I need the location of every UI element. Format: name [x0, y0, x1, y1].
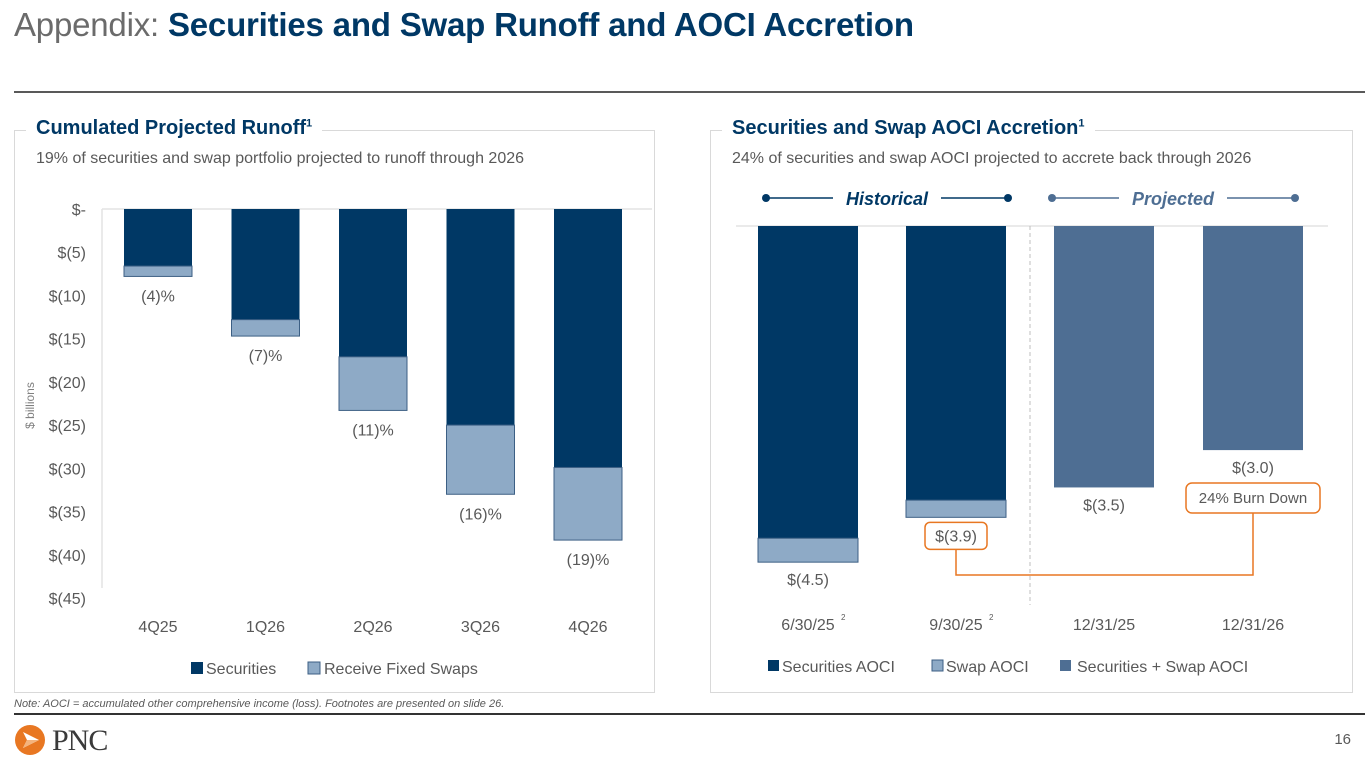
- legend-label-swaps: Receive Fixed Swaps: [324, 661, 478, 678]
- aoci-title-text: Securities and Swap AOCI Accretion: [732, 117, 1079, 139]
- x-tick-label: 9/30/25: [929, 617, 982, 634]
- pnc-logo: PNC: [14, 724, 108, 758]
- data-label: $(3.0): [1232, 460, 1274, 477]
- legend-label-securities: Securities: [206, 661, 276, 678]
- period-label-projected: Projected: [1132, 189, 1215, 209]
- pnc-triangle-icon: [15, 725, 45, 755]
- page-title: Appendix: Securities and Swap Runoff and…: [14, 6, 914, 44]
- runoff-chart: $- $(5) $(10) $(15) $(20) $(25) $(30) $(35) $(40…: [23, 202, 652, 678]
- title-divider: [14, 91, 1365, 93]
- bar-combined-aoci: [1203, 226, 1303, 451]
- footnote-note: Note: AOCI = accumulated other comprehen…: [14, 698, 505, 710]
- data-label-highlight-box: [924, 521, 988, 551]
- x-tick-label: 3Q26: [461, 619, 500, 636]
- x-tick-label: 12/31/25: [1073, 617, 1135, 634]
- y-tick-label: $(20): [49, 375, 86, 392]
- runoff-panel-title: Cumulated Projected Runoff1: [26, 117, 323, 140]
- bar-swaps: [338, 356, 408, 411]
- data-label: (16)%: [459, 506, 502, 523]
- x-tick-label: 2Q26: [353, 619, 392, 636]
- x-tick-label: 1Q26: [246, 619, 285, 636]
- data-label: (7)%: [249, 348, 283, 365]
- x-tick-footnote: 2: [989, 613, 994, 622]
- aoci-subtitle: 24% of securities and swap AOCI projecte…: [732, 150, 1252, 167]
- burn-down-connector: [955, 513, 1254, 576]
- title-prefix: Appendix:: [14, 6, 168, 43]
- x-tick-label: 4Q25: [138, 619, 177, 636]
- bar-swaps: [123, 265, 193, 277]
- y-tick-label: $(40): [49, 548, 86, 565]
- legend-swatch-securities-aoci: [768, 660, 779, 671]
- legend-label-swap-aoci: Swap AOCI: [946, 659, 1029, 676]
- bar-combined-aoci: [1054, 226, 1154, 488]
- page-number: 16: [1334, 731, 1351, 748]
- y-tick-label: $(5): [58, 245, 86, 262]
- bar-securities: [339, 209, 407, 357]
- bar-securities: [446, 209, 515, 426]
- legend-label-combined-aoci: Securities + Swap AOCI: [1077, 659, 1248, 676]
- runoff-subtitle: 19% of securities and swap portfolio pro…: [36, 150, 525, 167]
- aoci-chart: Historical Projected $(4.5) 6/30/25 2 $(3.9) 9…: [736, 189, 1328, 676]
- runoff-title-footnote: 1: [306, 117, 313, 130]
- data-label: $(3.5): [1083, 497, 1125, 514]
- x-tick-footnote: 2: [841, 613, 846, 622]
- data-label: $(4.5): [787, 572, 829, 589]
- aoci-title-footnote: 1: [1078, 117, 1085, 130]
- data-label: (11)%: [352, 422, 394, 439]
- bar-swaps: [231, 319, 300, 337]
- x-tick-label: 4Q26: [568, 619, 607, 636]
- legend-swatch-combined-aoci: [1060, 660, 1071, 671]
- bar-securities-aoci: [758, 226, 858, 539]
- y-tick-label: $(25): [49, 418, 86, 435]
- y-tick-label: $(15): [49, 332, 86, 349]
- footer-divider: [14, 713, 1365, 715]
- bar-securities-aoci: [906, 226, 1006, 501]
- y-tick-label: $(10): [49, 288, 86, 305]
- runoff-title-text: Cumulated Projected Runoff: [36, 117, 307, 139]
- y-tick-label: $(35): [49, 505, 86, 522]
- runoff-panel: [14, 130, 655, 693]
- data-label: (19)%: [567, 552, 610, 569]
- legend-swatch-securities: [191, 662, 203, 674]
- bar-swaps: [446, 424, 515, 495]
- y-tick-label: $(30): [49, 461, 86, 478]
- period-dot: [1048, 194, 1056, 202]
- bar-swap-aoci: [757, 537, 859, 563]
- y-axis-label: $ billions: [23, 382, 37, 429]
- data-label: $(3.9): [935, 528, 977, 545]
- legend-swatch-swaps: [307, 661, 321, 675]
- period-dot: [1004, 194, 1012, 202]
- period-dot: [762, 194, 770, 202]
- burn-down-label: 24% Burn Down: [1199, 490, 1307, 507]
- legend-swatch-swap-aoci: [931, 659, 944, 672]
- title-main: Securities and Swap Runoff and AOCI Accr…: [167, 6, 914, 43]
- aoci-panel-title: Securities and Swap AOCI Accretion1: [722, 117, 1095, 140]
- bar-securities: [124, 209, 192, 267]
- bar-securities: [554, 209, 622, 468]
- bar-securities: [231, 209, 300, 320]
- bar-swaps: [553, 466, 623, 541]
- bar-swap-aoci: [905, 499, 1007, 518]
- x-tick-label: 6/30/25: [781, 617, 834, 634]
- data-label: (4)%: [141, 288, 175, 305]
- pnc-logo-text: PNC: [52, 724, 108, 757]
- period-label-historical: Historical: [846, 189, 929, 209]
- legend-label-securities-aoci: Securities AOCI: [782, 659, 895, 676]
- y-tick-label: $(45): [49, 591, 86, 608]
- period-dot: [1291, 194, 1299, 202]
- x-tick-label: 12/31/26: [1222, 617, 1284, 634]
- y-tick-label: $-: [72, 202, 86, 219]
